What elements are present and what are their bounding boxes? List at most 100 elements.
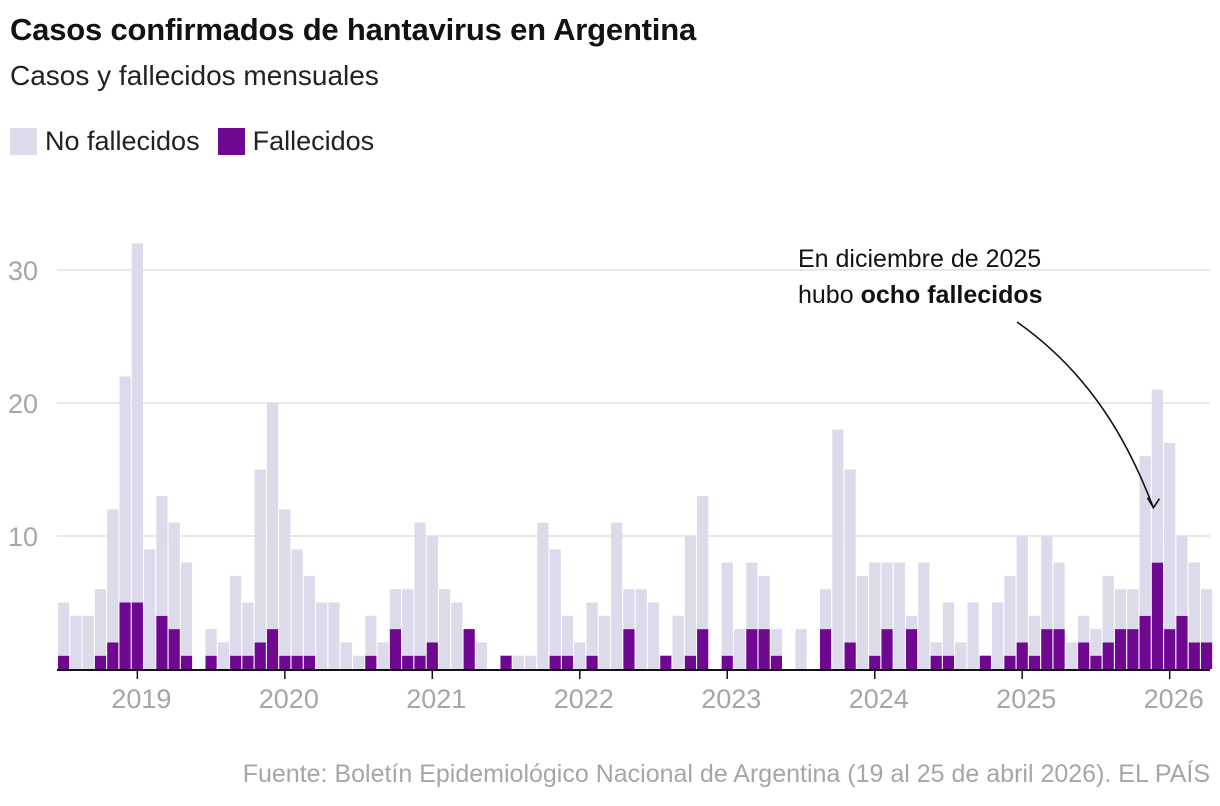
bars xyxy=(58,243,1213,669)
bar-fallecidos-2025-11 xyxy=(1139,615,1151,669)
bar-no-fallecidos-2020-11 xyxy=(402,589,414,656)
bar-fallecidos-2025-12 xyxy=(1151,562,1164,669)
bar-fallecidos-2020-11 xyxy=(402,655,414,669)
bar-fallecidos-2023-11 xyxy=(844,642,856,669)
legend: No fallecidos Fallecidos xyxy=(10,126,392,157)
bar-no-fallecidos-2020-10 xyxy=(389,589,402,630)
bar-no-fallecidos-2024-08 xyxy=(955,642,967,669)
bar-no-fallecidos-2020-09 xyxy=(377,642,389,669)
bar-no-fallecidos-2019-12 xyxy=(266,403,279,630)
annotation-arrow xyxy=(1016,321,1155,508)
bar-no-fallecidos-2024-05 xyxy=(918,562,930,669)
bar-fallecidos-2019-01 xyxy=(131,602,143,669)
x-tick-label-2019: 2019 xyxy=(111,684,171,714)
bar-no-fallecidos-2022-02 xyxy=(586,602,598,656)
bar-no-fallecidos-2026-02 xyxy=(1176,536,1188,616)
bar-no-fallecidos-2019-11 xyxy=(254,469,266,643)
bar-no-fallecidos-2026-01 xyxy=(1164,442,1176,630)
bar-no-fallecidos-2018-07 xyxy=(58,602,70,656)
annotation-line-2: hubo ocho fallecidos xyxy=(798,281,1043,309)
bar-fallecidos-2023-05 xyxy=(770,655,783,669)
x-tick-label-2025: 2025 xyxy=(996,684,1056,714)
x-axis: 2019 2020 2021 2022 2023 2024 2025 2026 xyxy=(57,669,1210,714)
bar-fallecidos-2019-11 xyxy=(254,642,266,669)
legend-swatch-no-fallecidos xyxy=(10,128,37,155)
bar-fallecidos-2026-04 xyxy=(1200,642,1213,669)
bar-fallecidos-2021-12 xyxy=(561,655,574,669)
bar-no-fallecidos-2025-02 xyxy=(1028,615,1041,656)
bar-no-fallecidos-2018-12 xyxy=(119,376,131,603)
bar-no-fallecidos-2024-04 xyxy=(906,615,918,630)
bar-fallecidos-2019-10 xyxy=(242,655,254,669)
bar-fallecidos-2024-10 xyxy=(979,655,991,669)
bar-fallecidos-2025-09 xyxy=(1114,629,1127,669)
x-tick-label-2026: 2026 xyxy=(1144,684,1204,714)
bar-no-fallecidos-2023-02 xyxy=(733,629,746,669)
bar-fallecidos-2022-08 xyxy=(660,655,672,669)
bar-fallecidos-2022-02 xyxy=(586,655,598,669)
bar-no-fallecidos-2022-03 xyxy=(598,615,610,669)
bar-no-fallecidos-2021-05 xyxy=(475,642,488,669)
bar-fallecidos-2025-06 xyxy=(1078,642,1090,669)
bar-no-fallecidos-2020-03 xyxy=(303,575,315,656)
bar-no-fallecidos-2025-08 xyxy=(1102,575,1114,643)
bar-no-fallecidos-2020-06 xyxy=(340,642,352,669)
bar-no-fallecidos-2025-06 xyxy=(1078,615,1090,643)
bar-fallecidos-2022-10 xyxy=(684,655,696,669)
bar-fallecidos-2023-03 xyxy=(746,629,758,669)
legend-item-fallecidos: Fallecidos xyxy=(217,126,374,157)
legend-swatch-fallecidos xyxy=(217,128,245,155)
bar-no-fallecidos-2024-07 xyxy=(942,602,955,656)
bar-no-fallecidos-2022-04 xyxy=(611,522,623,669)
bar-fallecidos-2021-11 xyxy=(549,655,561,669)
bar-no-fallecidos-2022-11 xyxy=(697,496,709,630)
bar-fallecidos-2020-08 xyxy=(365,655,377,669)
annotation-line-1: En diciembre de 2025 xyxy=(798,245,1041,273)
bar-no-fallecidos-2024-02 xyxy=(881,562,893,630)
bar-no-fallecidos-2019-04 xyxy=(168,522,180,630)
bar-fallecidos-2021-07 xyxy=(500,655,512,669)
bar-fallecidos-2022-05 xyxy=(623,629,635,669)
bar-fallecidos-2025-03 xyxy=(1041,629,1053,669)
bar-no-fallecidos-2024-11 xyxy=(992,602,1004,669)
bar-no-fallecidos-2026-03 xyxy=(1188,562,1200,643)
bar-no-fallecidos-2019-03 xyxy=(156,496,168,616)
y-tick-label: 30 xyxy=(8,256,38,286)
bar-no-fallecidos-2019-10 xyxy=(242,602,254,656)
bar-fallecidos-2025-08 xyxy=(1102,642,1114,669)
bar-fallecidos-2018-07 xyxy=(58,655,70,669)
bar-no-fallecidos-2024-03 xyxy=(893,562,905,669)
bar-no-fallecidos-2024-12 xyxy=(1004,575,1016,656)
bar-no-fallecidos-2020-07 xyxy=(352,655,365,669)
bar-no-fallecidos-2023-10 xyxy=(832,429,844,669)
bar-no-fallecidos-2026-04 xyxy=(1200,589,1213,643)
bar-no-fallecidos-2019-07 xyxy=(205,629,217,656)
annotation-line-2-prefix: hubo xyxy=(798,281,861,309)
bar-fallecidos-2018-11 xyxy=(107,642,119,669)
bar-fallecidos-2024-01 xyxy=(869,655,881,669)
bar-no-fallecidos-2025-07 xyxy=(1090,629,1102,656)
bar-fallecidos-2019-03 xyxy=(156,615,168,669)
bar-no-fallecidos-2025-04 xyxy=(1053,562,1065,630)
bar-no-fallecidos-2021-08 xyxy=(512,655,524,669)
bar-no-fallecidos-2024-06 xyxy=(930,642,942,656)
bar-no-fallecidos-2021-10 xyxy=(537,522,549,669)
bar-no-fallecidos-2023-12 xyxy=(856,575,869,669)
bar-fallecidos-2024-02 xyxy=(881,629,893,669)
annotation-arrowhead xyxy=(1146,497,1161,510)
bar-fallecidos-2023-09 xyxy=(819,629,832,669)
x-tick-label-2020: 2020 xyxy=(259,684,319,714)
bar-no-fallecidos-2021-12 xyxy=(561,615,574,656)
bar-no-fallecidos-2021-01 xyxy=(426,536,438,643)
bar-no-fallecidos-2019-02 xyxy=(144,549,156,669)
bar-fallecidos-2020-02 xyxy=(291,655,303,669)
bar-no-fallecidos-2023-01 xyxy=(721,562,733,656)
bar-fallecidos-2019-07 xyxy=(205,655,217,669)
y-tick-label: 20 xyxy=(8,389,38,419)
bar-no-fallecidos-2018-11 xyxy=(107,509,119,643)
bar-fallecidos-2024-12 xyxy=(1004,655,1016,669)
bar-fallecidos-2024-07 xyxy=(942,655,955,669)
bar-fallecidos-2026-03 xyxy=(1188,642,1200,669)
bar-no-fallecidos-2022-06 xyxy=(635,589,647,669)
